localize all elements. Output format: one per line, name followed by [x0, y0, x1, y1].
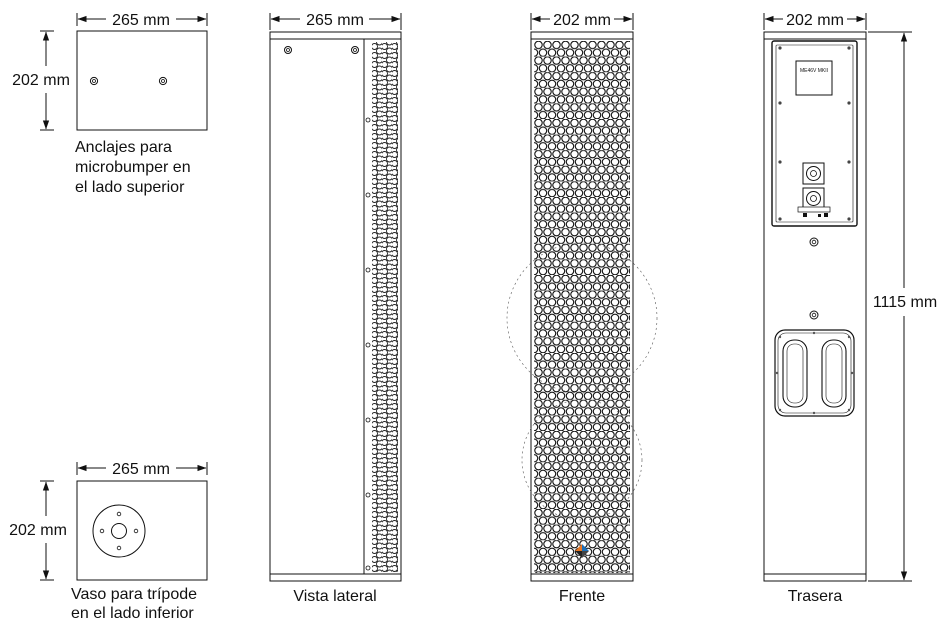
tripod-socket-icon: [92, 504, 146, 558]
side-view-width-dimension: 265 mm: [269, 12, 402, 30]
top-view-depth-label: 202 mm: [12, 72, 70, 89]
side-grille-holes: [372, 42, 398, 572]
brand-logo-icon: [575, 544, 589, 558]
top-view-depth-dimension: 202 mm: [12, 30, 70, 131]
rear-view: 202 mm 1115 mm ME46V MKII: [763, 12, 937, 605]
microbumper-anchor-icon: [89, 76, 168, 86]
top-view-outline: [76, 30, 208, 131]
rear-view-width-dimension: 202 mm: [763, 12, 867, 30]
speakon-link-icon: [802, 187, 825, 210]
panel-screws: [778, 46, 851, 221]
bottom-view-outline: [76, 480, 208, 581]
side-panel-screw-icon: [284, 46, 359, 54]
rear-view-height-label: 1115 mm: [873, 294, 937, 311]
front-view: 202 mm Frente: [506, 12, 658, 605]
model-plate: [795, 60, 833, 96]
top-view-caption-line-1: Anclajes para: [75, 139, 172, 156]
model-plate-label: ME46V MKII: [800, 68, 828, 74]
top-view: 265 mm 202 mm Anclajes para microbumper …: [12, 12, 208, 196]
side-view: 265 mm Vista lateral: [269, 12, 402, 605]
top-view-caption-line-2: microbumper en: [75, 159, 191, 176]
rear-handle-icon: [774, 329, 855, 417]
front-driver-outline: [506, 242, 658, 394]
bottom-view-depth-dimension: 202 mm: [9, 480, 67, 581]
rear-mount-point-icon: [809, 237, 819, 320]
bottom-view-width-dimension: 265 mm: [76, 461, 208, 478]
rear-view-height-dimension: 1115 mm: [868, 31, 937, 582]
bottom-view: 265 mm 202 mm Vaso para trípode en el la…: [9, 461, 208, 622]
speakon-input-icon: [802, 162, 825, 185]
front-grille-holes: [534, 41, 630, 573]
top-view-width-dimension: 265 mm: [76, 12, 208, 29]
rear-view-width-label: 202 mm: [786, 12, 844, 29]
side-rail-screws: [365, 117, 371, 571]
bottom-view-caption-line-1: Vaso para trípode: [71, 586, 197, 603]
bottom-view-depth-label: 202 mm: [9, 522, 67, 539]
side-view-width-label: 265 mm: [306, 12, 364, 29]
top-view-caption-line-3: el lado superior: [75, 179, 185, 196]
side-view-caption: Vista lateral: [293, 588, 376, 605]
front-driver-outline-lower: [521, 399, 643, 521]
bottom-view-width-label: 265 mm: [112, 461, 170, 478]
bottom-view-caption-line-2: en el lado inferior: [71, 605, 194, 622]
front-view-caption: Frente: [559, 588, 605, 605]
rear-connector-panel: ME46V MKII: [771, 40, 858, 227]
top-view-width-label: 265 mm: [112, 12, 170, 29]
front-view-width-dimension: 202 mm: [530, 12, 634, 30]
front-view-width-label: 202 mm: [553, 12, 611, 29]
rear-view-caption: Trasera: [788, 588, 843, 605]
